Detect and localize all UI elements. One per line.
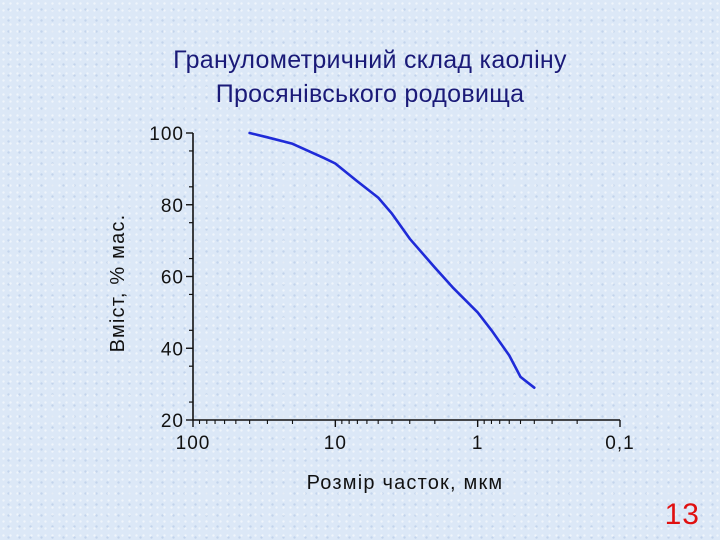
- x-axis-label: Розмір часток, мкм: [307, 472, 504, 494]
- y-tick-label: 20: [161, 411, 184, 432]
- page-number: 13: [664, 498, 700, 531]
- y-axis-label: Вміст, % мас.: [107, 214, 129, 353]
- chart-series: [248, 131, 536, 390]
- chart-title-line-1: Гранулометричний склад каоліну: [173, 46, 567, 74]
- x-tick-label: 100: [176, 433, 211, 454]
- chart-title-line-2: Просянівського родовища: [215, 80, 525, 108]
- chart-axes: [192, 133, 620, 421]
- y-tick-label: 80: [161, 196, 184, 217]
- chart-ticks: [186, 132, 621, 427]
- series-line: [248, 131, 536, 390]
- x-tick-label: 10: [324, 433, 347, 454]
- chart-tick-labels: 20 40 60 80 100 100 10 1 0,1: [149, 124, 634, 454]
- y-tick-label: 60: [161, 268, 184, 289]
- y-tick-label: 100: [149, 124, 184, 145]
- y-tick-label: 40: [161, 339, 184, 360]
- x-tick-label: 1: [472, 433, 484, 454]
- x-tick-label: 0,1: [605, 433, 634, 454]
